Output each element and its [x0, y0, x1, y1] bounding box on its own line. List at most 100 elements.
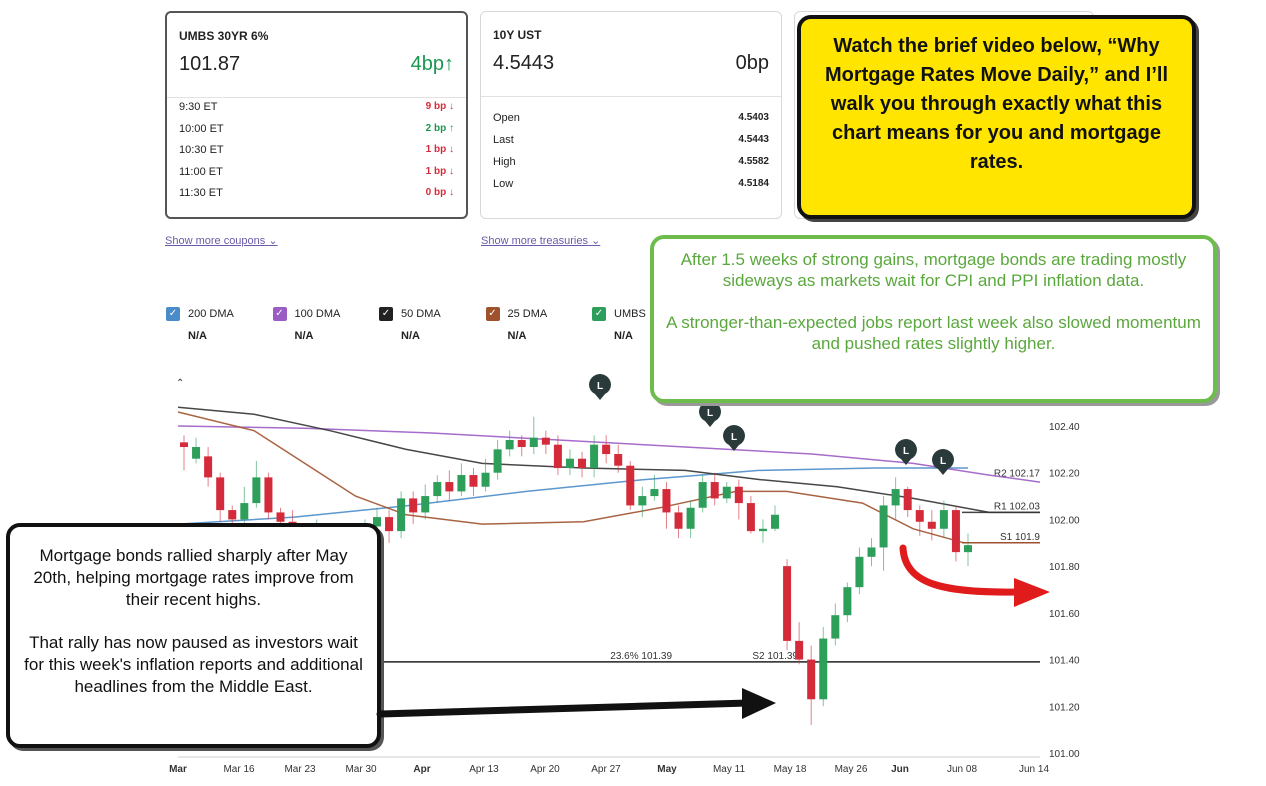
legend-label: 100 DMA — [294, 308, 341, 320]
legend-label: 50 DMA — [401, 308, 441, 320]
quote-row-value: 9 bp ↓ — [425, 101, 454, 112]
level-label: R2 102.17 — [994, 469, 1041, 480]
chevron-icon: ⌃ — [176, 378, 184, 389]
earnings-marker-icon — [932, 449, 954, 475]
chevron-down-icon: ⌄ — [591, 235, 601, 247]
ust-quote-card[interactable]: 10Y UST 4.5443 0bp Open 4.5403 Last 4.5443 H… — [480, 11, 782, 219]
candle-body — [529, 437, 538, 448]
candle-body — [553, 444, 562, 469]
candle-body — [903, 489, 912, 511]
candle-body — [795, 640, 804, 660]
earnings-marker-icon — [699, 401, 721, 427]
y-tick-label: 101.00 — [1049, 749, 1080, 760]
marker-label: L — [731, 432, 737, 443]
candle-body — [505, 440, 514, 450]
quote-row: Open 4.5403 — [493, 112, 769, 130]
y-tick-label: 102.00 — [1049, 515, 1080, 526]
black-callout-text-2: That rally has now paused as investors w… — [24, 633, 363, 696]
video-callout: Watch the brief video below, “Why Mortga… — [797, 15, 1196, 219]
quote-row-label: Last — [493, 134, 514, 146]
x-tick-label: Mar 16 — [223, 764, 255, 775]
quote-row-label: Low — [493, 178, 514, 190]
y-tick-label: 101.20 — [1049, 702, 1080, 713]
x-tick-label: May 26 — [835, 764, 868, 775]
candle-body — [939, 510, 948, 529]
candle-body — [722, 486, 731, 499]
candle-body — [650, 489, 659, 497]
y-tick-label: 101.60 — [1049, 609, 1080, 620]
x-tick-label: Mar — [169, 764, 187, 775]
quote-row-label: 11:00 ET — [179, 165, 223, 178]
candle-body — [578, 458, 587, 469]
candle-body — [445, 482, 454, 492]
arrow-up-icon: ↑ — [444, 53, 454, 75]
candle-body — [252, 477, 261, 504]
candle-body — [710, 482, 719, 499]
candle-body — [662, 489, 671, 513]
candle-body — [807, 659, 816, 700]
candle-body — [264, 477, 273, 513]
candle-body — [481, 472, 490, 487]
legend-value: N/A — [614, 330, 633, 342]
candle-body — [819, 638, 828, 700]
quote-row-label: High — [493, 156, 516, 168]
checkbox-icon[interactable]: ✓ — [166, 307, 180, 321]
candle-body — [879, 505, 888, 548]
candle-body — [964, 545, 972, 553]
earnings-marker-icon — [589, 374, 611, 400]
green-callout-text-1: After 1.5 weeks of strong gains, mortgag… — [680, 250, 1187, 290]
level-label: R1 102.03 — [994, 501, 1041, 512]
quote-row-label: 11:30 ET — [179, 187, 223, 199]
quote-row: 9:30 ET 9 bp ↓ — [179, 101, 454, 119]
umbs-price: 101.87 — [179, 53, 241, 75]
checkbox-icon[interactable]: ✓ — [379, 307, 393, 321]
candle-body — [951, 510, 960, 553]
quote-row-value: 2 bp ↑ — [425, 122, 454, 134]
candle-body — [674, 512, 683, 529]
umbs-quote-card[interactable]: UMBS 30YR 6% 101.87 4bp↑ 9:30 ET 9 bp ↓ 10… — [165, 11, 468, 219]
candle-body — [783, 566, 792, 641]
quote-row-value: 1 bp ↓ — [425, 144, 454, 155]
candle-body — [867, 547, 876, 557]
show-more-coupons-link[interactable]: Show more coupons ⌄ — [165, 235, 278, 247]
quote-row: 11:00 ET 1 bp ↓ — [179, 166, 454, 184]
y-tick-label: 101.40 — [1049, 656, 1080, 667]
black-callout-text-1: Mortgage bonds rallied sharply after May… — [33, 546, 354, 609]
show-more-treasuries-link[interactable]: Show more treasuries ⌄ — [481, 235, 601, 247]
quote-row-value: 4.5184 — [738, 178, 769, 189]
ma-line-50-dma — [177, 406, 1040, 514]
y-tick-label: 101.80 — [1049, 562, 1080, 573]
earnings-marker-icon — [895, 439, 917, 465]
candle-body — [565, 458, 574, 469]
checkbox-icon[interactable]: ✓ — [272, 307, 287, 321]
legend-value: N/A — [401, 330, 420, 342]
candle-body — [891, 489, 900, 506]
quote-row: 10:00 ET 2 bp ↑ — [179, 123, 454, 141]
candle-body — [421, 496, 430, 513]
x-tick-label: Jun 08 — [947, 764, 977, 775]
candle-body — [409, 498, 418, 513]
candle-body — [758, 528, 767, 532]
checkbox-icon[interactable]: ✓ — [485, 307, 500, 321]
candle-body — [204, 456, 213, 478]
candle-body — [734, 486, 743, 504]
candle-body — [385, 517, 394, 532]
checkbox-icon[interactable]: ✓ — [592, 307, 606, 321]
candle-body — [626, 465, 635, 506]
candle-body — [602, 444, 611, 455]
x-tick-label: May 11 — [713, 764, 745, 775]
ma-line-200-dma — [177, 467, 968, 525]
candle-body — [517, 440, 526, 448]
candle-body — [915, 510, 924, 522]
x-tick-label: Apr 13 — [469, 764, 499, 775]
candle-body — [469, 475, 478, 487]
candle-body — [698, 482, 707, 508]
level-label: 23.6% 101.39 — [610, 651, 672, 662]
x-tick-label: Jun 14 — [1019, 764, 1049, 775]
green-callout-text-2: A stronger-than-expected jobs report las… — [666, 313, 1201, 353]
marker-label: L — [597, 381, 603, 392]
quote-row-label: 9:30 ET — [179, 101, 218, 113]
legend-label: 200 DMA — [188, 308, 234, 320]
marker-label: L — [903, 446, 909, 457]
quote-row-value: 4.5582 — [738, 156, 769, 167]
